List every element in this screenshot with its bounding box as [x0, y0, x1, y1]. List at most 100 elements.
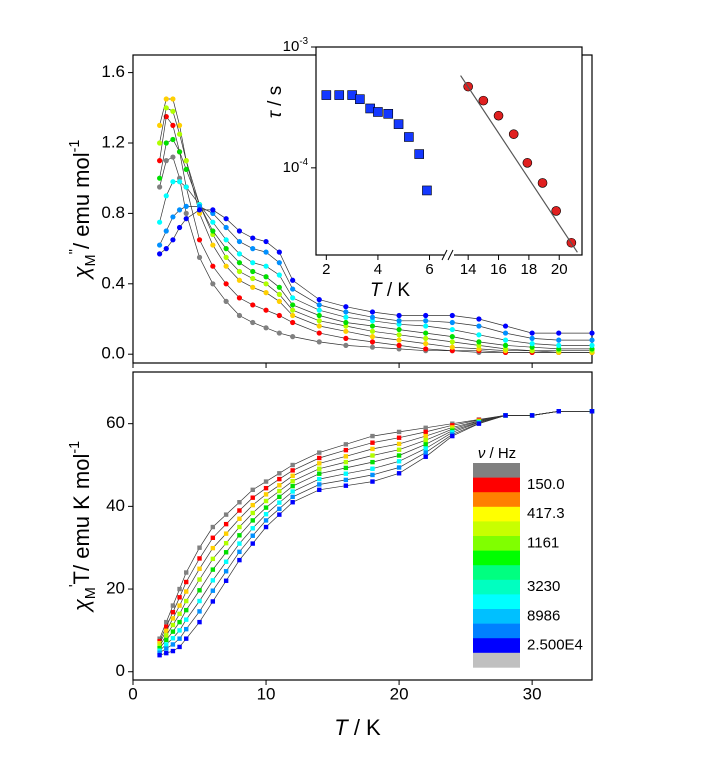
data-point — [263, 479, 269, 484]
data-point — [423, 438, 428, 443]
data-point — [177, 595, 182, 600]
data-point — [423, 323, 429, 329]
data-point — [223, 298, 229, 304]
data-point — [183, 216, 189, 222]
data-point — [502, 330, 509, 336]
data-point — [343, 454, 349, 459]
legend-swatch — [473, 506, 520, 522]
label-part: χ — [69, 598, 94, 613]
data-point — [157, 184, 163, 190]
data-point — [177, 603, 182, 608]
legend-swatch — [473, 492, 520, 508]
data-point — [508, 129, 519, 139]
legend-swatch — [473, 536, 520, 551]
y-tick-label: 20 — [106, 579, 125, 598]
series-line — [159, 410, 592, 639]
y-tick-label: 0 — [116, 661, 125, 680]
data-point — [502, 323, 509, 329]
data-point — [476, 332, 482, 338]
label-part: τ — [265, 109, 286, 118]
legend-label: 417.3 — [527, 505, 565, 522]
data-point — [276, 298, 282, 304]
data-point — [250, 268, 256, 275]
legend-swatch — [473, 638, 520, 654]
data-point — [290, 295, 296, 301]
data-point — [370, 446, 375, 452]
data-point — [250, 235, 256, 241]
data-point — [210, 535, 216, 540]
data-point — [170, 96, 176, 102]
data-point — [277, 494, 282, 500]
data-point — [176, 207, 183, 213]
data-point — [157, 650, 162, 655]
data-point — [476, 421, 482, 426]
data-point — [250, 518, 255, 523]
data-point — [250, 487, 255, 493]
data-point — [589, 337, 595, 343]
legend-swatch — [473, 623, 520, 639]
data-point — [317, 455, 322, 461]
data-point — [263, 524, 269, 530]
data-point — [263, 492, 269, 497]
data-point — [223, 531, 229, 536]
data-point — [164, 637, 169, 643]
data-point — [157, 251, 163, 257]
data-point — [277, 471, 282, 476]
data-point — [197, 556, 202, 561]
data-point — [317, 482, 322, 487]
x-tick-label: 20 — [390, 684, 409, 703]
data-point — [529, 330, 535, 336]
data-point — [343, 309, 349, 315]
data-point — [236, 277, 243, 283]
data-point — [493, 110, 504, 121]
label-part: T — [370, 280, 383, 301]
y-tick-label: 0.0 — [101, 344, 125, 363]
series-line — [159, 115, 592, 353]
data-point — [317, 487, 322, 493]
data-point — [370, 433, 375, 439]
data-point — [383, 109, 394, 119]
data-point — [277, 500, 282, 505]
legend-swatch — [473, 652, 520, 668]
data-point — [290, 478, 295, 484]
label-part: -4 — [299, 157, 308, 168]
series-line — [159, 98, 592, 353]
x-tick-label: 16 — [490, 261, 507, 278]
data-point — [170, 629, 176, 634]
data-point — [210, 207, 216, 213]
data-point — [176, 149, 183, 155]
legend-swatch — [473, 565, 520, 581]
data-point — [423, 335, 429, 341]
data-point — [263, 512, 269, 517]
label-part: ν — [478, 445, 486, 462]
data-point — [197, 577, 202, 582]
data-point — [210, 263, 216, 269]
data-point — [164, 624, 169, 629]
label-part: T — [334, 715, 349, 740]
data-point — [164, 628, 169, 634]
data-point — [316, 312, 322, 319]
data-point — [223, 281, 229, 287]
data-point — [343, 471, 349, 476]
data-point — [276, 249, 282, 255]
data-point — [197, 598, 202, 604]
legend-swatch — [473, 463, 520, 478]
data-point — [393, 119, 404, 129]
data-point — [449, 334, 455, 340]
data-point — [223, 521, 229, 527]
data-point — [316, 330, 322, 336]
data-point — [290, 286, 296, 292]
data-point — [396, 459, 402, 464]
x-tick-label: 30 — [523, 684, 542, 703]
data-point — [343, 459, 349, 465]
data-point — [529, 335, 535, 341]
data-point — [423, 450, 428, 455]
data-point — [449, 339, 455, 345]
data-point — [404, 132, 414, 142]
axis-break — [447, 249, 454, 261]
data-point — [277, 488, 282, 494]
data-point — [263, 281, 269, 287]
data-point — [197, 545, 202, 550]
data-point — [223, 254, 229, 260]
